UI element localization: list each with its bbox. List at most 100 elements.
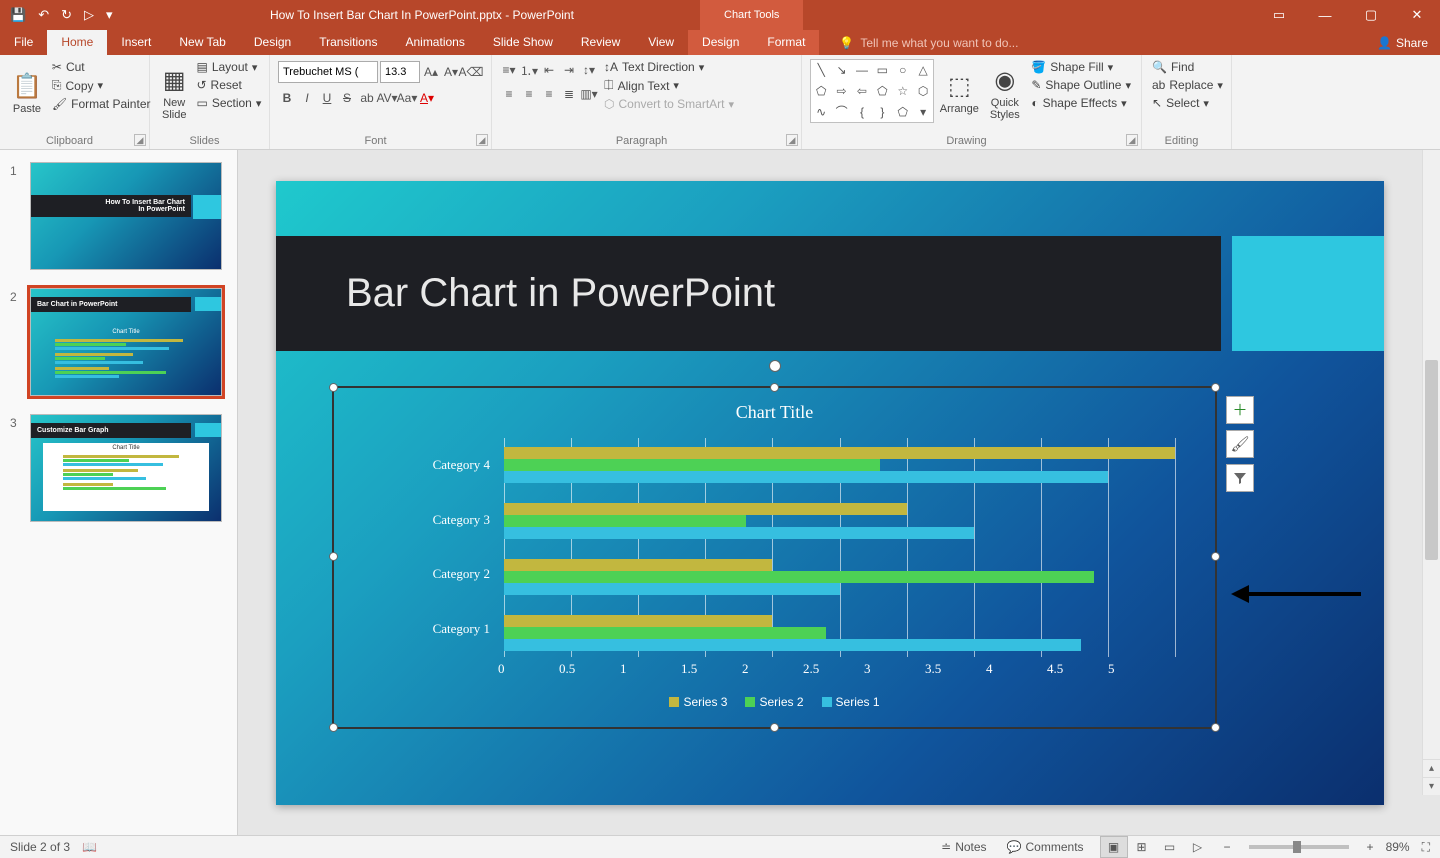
paragraph-launcher[interactable]: ◢ [786, 134, 798, 146]
font-size-input[interactable] [380, 61, 420, 83]
resize-handle-s[interactable] [770, 723, 779, 732]
chart-elements-button[interactable]: ＋ [1226, 396, 1254, 424]
chart-plot-area[interactable] [504, 438, 1175, 657]
zoom-percentage[interactable]: 89% [1386, 840, 1410, 854]
tab-design[interactable]: Design [240, 30, 305, 55]
drawing-launcher[interactable]: ◢ [1126, 134, 1138, 146]
align-text-button[interactable]: ⎅Align Text ▾ [602, 77, 736, 94]
copy-button[interactable]: ⎘Copy ▾ [50, 77, 153, 94]
underline-button[interactable]: U [318, 89, 336, 107]
clear-formatting-icon[interactable]: A⌫ [462, 63, 480, 81]
select-button[interactable]: ↖Select ▾ [1150, 95, 1223, 111]
tab-file[interactable]: File [0, 30, 47, 55]
replace-button[interactable]: abReplace ▾ [1150, 77, 1223, 93]
shape-outline-button[interactable]: ✎Shape Outline ▾ [1029, 77, 1133, 93]
chart-object[interactable]: Chart Title Category 4Category 3Category… [332, 386, 1217, 729]
chart-bar[interactable] [504, 515, 746, 527]
spell-check-icon[interactable]: 📖 [82, 840, 97, 854]
align-center-button[interactable]: ≡ [520, 85, 538, 103]
start-from-beginning-icon[interactable]: ▷ [84, 7, 94, 23]
increase-indent-button[interactable]: ⇥ [560, 61, 578, 79]
tab-newtab[interactable]: New Tab [165, 30, 239, 55]
tell-me-search[interactable]: 💡 Tell me what you want to do... [839, 36, 1018, 50]
increase-font-icon[interactable]: A▴ [422, 63, 440, 81]
chart-bar[interactable] [504, 639, 1081, 651]
tab-home[interactable]: Home [47, 30, 107, 55]
align-left-button[interactable]: ≡ [500, 85, 518, 103]
slide-thumbnail-1[interactable]: How To Insert Bar Chart In PowerPoint [30, 162, 222, 270]
chart-legend[interactable]: Series 3Series 2Series 1 [334, 695, 1215, 709]
chart-title[interactable]: Chart Title [334, 388, 1215, 423]
zoom-in-button[interactable]: + [1367, 840, 1374, 854]
bold-button[interactable]: B [278, 89, 296, 107]
bullets-button[interactable]: ≡▾ [500, 61, 518, 79]
zoom-slider[interactable] [1249, 845, 1349, 849]
slide-canvas[interactable]: Bar Chart in PowerPoint Chart Title Cate… [276, 181, 1384, 805]
chart-filter-button[interactable] [1226, 464, 1254, 492]
resize-handle-w[interactable] [329, 552, 338, 561]
columns-button[interactable]: ▥▾ [580, 85, 598, 103]
resize-handle-n[interactable] [770, 383, 779, 392]
font-color-button[interactable]: A▾ [418, 89, 436, 107]
slide-title[interactable]: Bar Chart in PowerPoint [346, 271, 775, 316]
new-slide-button[interactable]: ▦ New Slide [158, 59, 190, 127]
font-name-input[interactable] [278, 61, 378, 83]
text-direction-button[interactable]: ↕AText Direction ▾ [602, 59, 736, 75]
scrollbar-thumb[interactable] [1425, 360, 1438, 560]
reset-button[interactable]: ↺Reset [194, 77, 263, 93]
shadow-button[interactable]: ab [358, 89, 376, 107]
tab-transitions[interactable]: Transitions [305, 30, 391, 55]
chart-bar[interactable] [504, 583, 840, 595]
ribbon-display-options-button[interactable]: ▭ [1256, 0, 1302, 30]
slide-thumbnail-3[interactable]: Customize Bar Graph Chart Title [30, 414, 222, 522]
decrease-font-icon[interactable]: A▾ [442, 63, 460, 81]
cut-button[interactable]: ✂Cut [50, 59, 153, 75]
prev-slide-button[interactable]: ▴ [1423, 759, 1440, 777]
find-button[interactable]: 🔍Find [1150, 59, 1223, 75]
chart-styles-button[interactable]: 🖌 [1226, 430, 1254, 458]
italic-button[interactable]: I [298, 89, 316, 107]
numbering-button[interactable]: ⒈▾ [520, 61, 538, 79]
change-case-button[interactable]: Aa▾ [398, 89, 416, 107]
legend-item[interactable]: Series 1 [822, 695, 880, 709]
tab-chart-format[interactable]: Format [753, 30, 819, 55]
resize-handle-e[interactable] [1211, 552, 1220, 561]
decrease-indent-button[interactable]: ⇤ [540, 61, 558, 79]
resize-handle-ne[interactable] [1211, 383, 1220, 392]
chart-bar[interactable] [504, 447, 1175, 459]
slide-sorter-button[interactable]: ⊞ [1128, 836, 1156, 858]
reading-view-button[interactable]: ▭ [1156, 836, 1184, 858]
undo-icon[interactable]: ↶ [38, 7, 49, 23]
arrange-button[interactable]: ⬚ Arrange [938, 59, 980, 127]
line-spacing-button[interactable]: ↕▾ [580, 61, 598, 79]
redo-icon[interactable]: ↻ [61, 7, 72, 23]
paste-button[interactable]: 📋 Paste [8, 59, 46, 127]
quick-styles-button[interactable]: ◉ Quick Styles [984, 59, 1025, 127]
tab-view[interactable]: View [634, 30, 688, 55]
chart-bar[interactable] [504, 615, 772, 627]
notes-button[interactable]: ≐ Notes [937, 840, 990, 854]
tab-animations[interactable]: Animations [391, 30, 478, 55]
font-launcher[interactable]: ◢ [476, 134, 488, 146]
resize-handle-nw[interactable] [329, 383, 338, 392]
qat-customize-icon[interactable]: ▾ [106, 7, 113, 23]
slideshow-view-button[interactable]: ▷ [1184, 836, 1212, 858]
save-icon[interactable]: 💾 [10, 7, 26, 23]
close-button[interactable]: ✕ [1394, 0, 1440, 30]
chart-bar[interactable] [504, 571, 1094, 583]
slide-thumbnail-2[interactable]: Bar Chart in PowerPoint Chart Title [30, 288, 222, 396]
chart-bar[interactable] [504, 627, 826, 639]
align-right-button[interactable]: ≡ [540, 85, 558, 103]
share-button[interactable]: 👤 Share [1377, 36, 1428, 50]
zoom-out-button[interactable]: − [1224, 840, 1231, 854]
resize-handle-sw[interactable] [329, 723, 338, 732]
legend-item[interactable]: Series 3 [669, 695, 727, 709]
tab-slideshow[interactable]: Slide Show [479, 30, 567, 55]
chart-bar[interactable] [504, 527, 974, 539]
vertical-scrollbar[interactable]: ▴ ▾ [1422, 150, 1440, 795]
chart-bar[interactable] [504, 471, 1108, 483]
zoom-slider-knob[interactable] [1293, 841, 1301, 853]
chart-bar[interactable] [504, 459, 880, 471]
layout-button[interactable]: ▤Layout ▾ [194, 59, 263, 75]
minimize-button[interactable]: — [1302, 0, 1348, 30]
